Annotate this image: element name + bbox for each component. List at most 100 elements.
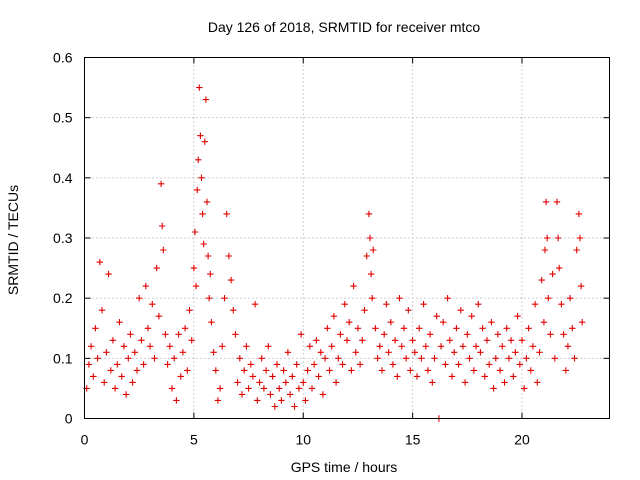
data-point [90,373,97,380]
data-point [381,331,388,338]
y-tick-label: 0.6 [53,50,73,66]
data-point [475,301,482,308]
data-point [247,361,254,368]
data-point [516,361,523,368]
data-point [304,367,311,374]
data-point [330,313,338,320]
data-point [538,276,545,284]
data-point [258,355,265,362]
data-point [324,325,331,332]
data-point [157,180,165,187]
data-point [579,319,586,326]
data-point [370,246,377,254]
data-point [168,385,176,392]
data-point [488,319,495,326]
data-point [273,361,281,368]
data-point [308,385,316,392]
x-tick-label: 0 [81,432,89,448]
data-point [276,385,283,392]
data-point [179,349,187,356]
data-point [260,385,268,392]
data-point [372,325,379,332]
data-point [426,331,434,338]
data-point [420,301,427,308]
data-point [503,325,510,332]
data-point [416,325,423,332]
data-point [400,325,408,332]
data-point [149,301,156,308]
data-point [186,307,193,314]
data-point [512,349,519,356]
data-point [94,355,101,362]
data-point [225,252,233,260]
data-point [267,391,274,398]
data-point [223,210,230,218]
data-point [556,264,563,272]
data-point [85,361,93,368]
data-point [468,313,475,320]
data-point [319,391,327,398]
data-point [464,331,471,338]
data-point [125,355,132,362]
data-point [315,373,322,380]
data-point [576,234,584,242]
data-point [138,337,145,344]
chart-title: Day 126 of 2018, SRMTID for receiver mtc… [208,19,481,35]
data-point [243,343,250,350]
data-point [505,355,513,362]
data-point [181,325,189,332]
data-point [354,325,362,332]
data-point [114,361,121,368]
data-point [146,343,154,350]
data-point [295,385,303,392]
data-point [202,96,210,103]
data-point [191,228,199,236]
data-point [440,319,447,326]
data-point [527,367,534,374]
data-point [155,313,163,320]
data-point [251,301,259,308]
data-point [192,282,200,290]
data-point [302,397,309,404]
data-point [461,379,469,386]
data-point [339,361,346,368]
data-point [118,373,125,380]
data-point [383,301,390,308]
x-tick-label: 20 [514,432,530,448]
data-point [219,343,226,350]
data-point [534,379,541,386]
data-point [200,240,207,248]
data-point [547,331,554,338]
data-point [101,379,108,386]
data-point [486,361,493,368]
data-point [282,379,289,386]
x-tick-label: 5 [190,432,198,448]
y-tick-label: 0.2 [53,290,73,306]
data-point [159,222,166,230]
data-point [407,367,414,374]
data-point [433,313,440,320]
data-point [332,379,340,386]
data-point [162,331,169,338]
data-point [569,325,576,332]
data-point [293,361,300,368]
data-point [328,343,335,350]
data-point [529,343,537,350]
data-point [153,264,160,272]
data-point [549,270,556,278]
data-point [131,349,138,356]
data-point [201,138,208,145]
data-point [459,343,467,350]
y-tick-label: 0.1 [53,350,73,366]
data-point [238,391,246,398]
y-axis-label: SRMTID / TECUs [5,185,21,295]
data-point [343,337,351,344]
data-point [227,276,235,284]
y-tick-label: 0 [65,411,73,427]
data-point [164,361,171,368]
data-point [442,361,449,368]
data-point [523,355,530,362]
data-point [313,337,320,344]
y-tick-label: 0.3 [53,230,73,246]
